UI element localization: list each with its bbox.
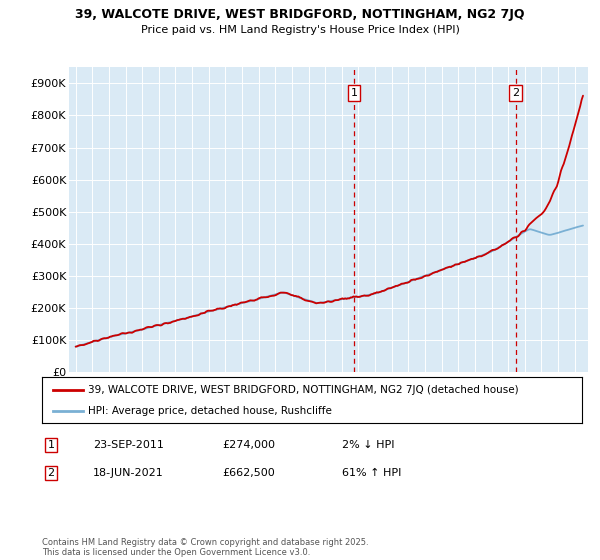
Text: 23-SEP-2011: 23-SEP-2011 (93, 440, 164, 450)
Text: 18-JUN-2021: 18-JUN-2021 (93, 468, 164, 478)
Text: 2: 2 (512, 88, 520, 98)
Text: £662,500: £662,500 (222, 468, 275, 478)
Text: 2: 2 (47, 468, 55, 478)
Text: 1: 1 (47, 440, 55, 450)
Text: 1: 1 (350, 88, 358, 98)
Text: 39, WALCOTE DRIVE, WEST BRIDGFORD, NOTTINGHAM, NG2 7JQ (detached house): 39, WALCOTE DRIVE, WEST BRIDGFORD, NOTTI… (88, 385, 518, 395)
Text: Price paid vs. HM Land Registry's House Price Index (HPI): Price paid vs. HM Land Registry's House … (140, 25, 460, 35)
Text: Contains HM Land Registry data © Crown copyright and database right 2025.
This d: Contains HM Land Registry data © Crown c… (42, 538, 368, 557)
Text: 2% ↓ HPI: 2% ↓ HPI (342, 440, 395, 450)
Text: £274,000: £274,000 (222, 440, 275, 450)
Text: 39, WALCOTE DRIVE, WEST BRIDGFORD, NOTTINGHAM, NG2 7JQ: 39, WALCOTE DRIVE, WEST BRIDGFORD, NOTTI… (75, 8, 525, 21)
Text: HPI: Average price, detached house, Rushcliffe: HPI: Average price, detached house, Rush… (88, 407, 332, 416)
Text: 61% ↑ HPI: 61% ↑ HPI (342, 468, 401, 478)
